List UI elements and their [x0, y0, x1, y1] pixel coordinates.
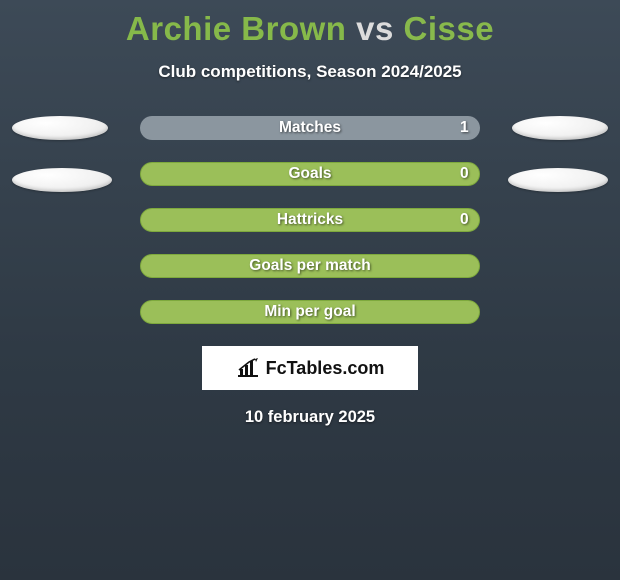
bubble-left	[12, 116, 108, 140]
stat-value-right: 0	[460, 162, 469, 186]
stat-row: Goals0	[0, 162, 620, 186]
player2-name: Cisse	[404, 10, 495, 47]
logo-text: FcTables.com	[266, 358, 385, 379]
vs-label: vs	[356, 10, 394, 47]
stat-row: Min per goal	[0, 300, 620, 324]
stat-label: Goals	[140, 162, 480, 186]
logo-box: FcTables.com	[202, 346, 418, 390]
stat-rows: Matches1Goals0Hattricks0Goals per matchM…	[0, 116, 620, 324]
stat-value-right: 0	[460, 208, 469, 232]
stat-value-right: 1	[460, 116, 469, 140]
stat-label: Min per goal	[140, 300, 480, 324]
subtitle: Club competitions, Season 2024/2025	[0, 62, 620, 82]
stat-row: Matches1	[0, 116, 620, 140]
title: Archie Brown vs Cisse	[0, 10, 620, 48]
stat-row: Hattricks0	[0, 208, 620, 232]
stat-label: Goals per match	[140, 254, 480, 278]
bubble-right	[512, 116, 608, 140]
bubble-left	[12, 168, 112, 192]
stat-label: Matches	[140, 116, 480, 140]
date: 10 february 2025	[0, 408, 620, 427]
bubble-right	[508, 168, 608, 192]
chart-icon	[236, 358, 260, 378]
stat-label: Hattricks	[140, 208, 480, 232]
stats-card: Archie Brown vs Cisse Club competitions,…	[0, 0, 620, 580]
logo: FcTables.com	[236, 358, 385, 379]
stat-row: Goals per match	[0, 254, 620, 278]
player1-name: Archie Brown	[126, 10, 347, 47]
